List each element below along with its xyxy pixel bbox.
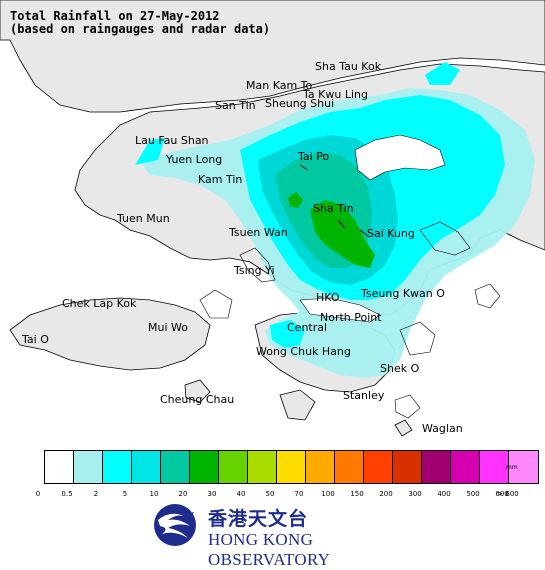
place-central: Central xyxy=(287,321,328,334)
coast-line-5 xyxy=(394,394,421,419)
coast-line-6 xyxy=(474,283,501,309)
coast-line-1 xyxy=(239,247,276,283)
shenzhen-land xyxy=(0,0,545,113)
cheung-chau xyxy=(184,379,211,403)
legend-tick-label: 500 xyxy=(466,490,480,498)
legend-tick-label: 40 xyxy=(236,490,246,498)
place-tuen-mun: Tuen Mun xyxy=(117,212,170,225)
legend-swatch xyxy=(132,451,161,483)
place-sheung-shui: Sheung Shui xyxy=(265,97,335,110)
place-waglan: Waglan xyxy=(422,422,463,435)
place-tsuen-wan: Tsuen Wan xyxy=(229,226,288,239)
legend-swatch xyxy=(335,451,364,483)
rain-zone-hk-island xyxy=(270,320,305,348)
hko-logo: 香港天文台 HONG KONG OBSERVATORY xyxy=(150,500,410,569)
legend-tick-label: 50 xyxy=(265,490,275,498)
place-sai-kung: Sai Kung xyxy=(367,227,415,240)
legend-unit: mm xyxy=(506,464,518,471)
station-sai-kung-tick xyxy=(359,229,369,237)
coast-line-4 xyxy=(399,321,436,356)
legend-swatch xyxy=(422,451,451,483)
place-mui-wo: Mui Wo xyxy=(148,321,188,334)
waglan-islets xyxy=(394,419,413,437)
place-north-point: North Point xyxy=(320,311,382,324)
legend-swatch xyxy=(74,451,103,483)
rain-zone-20 xyxy=(310,200,375,268)
place-stanley: Stanley xyxy=(343,389,385,402)
rain-zone-20-b xyxy=(288,192,303,208)
legend-swatch xyxy=(393,451,422,483)
legend-swatch xyxy=(103,451,132,483)
legend-swatch xyxy=(509,451,538,483)
rainfall-map: Total Rainfall on 27-May-2012 (based on … xyxy=(0,0,545,440)
legend-tick-label: 0.5 xyxy=(61,490,73,498)
place-sha-tin: Sha Tin xyxy=(313,202,354,215)
legend-tick-label: 20 xyxy=(178,490,188,498)
legend-swatch xyxy=(480,451,509,483)
legend-swatch xyxy=(190,451,219,483)
map-title-line1: Total Rainfall on 27-May-2012 xyxy=(10,9,220,23)
place-yuen-long: Yuen Long xyxy=(166,153,223,166)
station-sha-tin-tick xyxy=(337,219,346,229)
place-tai-o: Tai O xyxy=(22,333,49,346)
legend-swatch xyxy=(248,451,277,483)
legend-swatch xyxy=(277,451,306,483)
place-tsing-yi: Tsing Yi xyxy=(234,264,275,277)
place-tseung-kwan-o: Tseung Kwan O xyxy=(361,287,445,300)
place-cheung-chau: Cheung Chau xyxy=(160,393,235,406)
tolo-harbour xyxy=(354,134,446,181)
legend-swatch xyxy=(161,451,190,483)
place-chek-lap-kok: Chek Lap Kok xyxy=(62,297,137,310)
rain-zone-sha-tau-kok xyxy=(425,62,460,85)
legend-tick-label: 100 xyxy=(321,490,335,498)
coast-line-3 xyxy=(199,289,233,319)
rainfall-map-graphic xyxy=(0,0,545,440)
org-name-en: HONG KONG OBSERVATORY xyxy=(208,530,331,569)
victoria-harbour xyxy=(299,297,381,323)
legend-tick-label: 400 xyxy=(437,490,451,498)
place-shek-o: Shek O xyxy=(380,362,420,375)
place-lau-fau-shan: Lau Fau Shan xyxy=(135,134,209,147)
rainfall-legend xyxy=(44,450,539,484)
legend-swatch xyxy=(219,451,248,483)
map-title-line2: (based on raingauges and radar data) xyxy=(10,22,271,36)
legend-tick-label: 200 xyxy=(379,490,393,498)
legend-swatch xyxy=(306,451,335,483)
legend-tick-label: > 600 xyxy=(497,490,519,498)
legend-tick-label: 150 xyxy=(350,490,364,498)
legend-tick-label: 30 xyxy=(207,490,217,498)
place-sha-tau-kok: Sha Tau Kok xyxy=(315,60,382,73)
lantau-island xyxy=(9,297,211,371)
place-tai-po: Tai Po xyxy=(298,150,330,163)
place-man-kam-to: Man Kam To xyxy=(246,79,313,92)
legend-swatch xyxy=(364,451,393,483)
coast-line-2 xyxy=(419,221,471,256)
rain-zone-lau-fau-shan xyxy=(135,138,165,165)
hko-emblem-icon xyxy=(154,504,196,546)
org-name-zh: 香港天文台 xyxy=(208,508,309,530)
legend-tick-label: 10 xyxy=(149,490,159,498)
legend-tick-label: 70 xyxy=(294,490,304,498)
legend-swatch xyxy=(451,451,480,483)
place-san-tin: San Tin xyxy=(215,99,256,112)
legend-tick-label: 0 xyxy=(35,490,41,498)
legend-tick-label: 300 xyxy=(408,490,422,498)
lamma-island xyxy=(279,389,316,421)
legend-tick-label: 5 xyxy=(122,490,128,498)
place-kam-tin: Kam Tin xyxy=(198,173,243,186)
place-hko: HKO xyxy=(316,291,340,304)
legend-swatch xyxy=(45,451,74,483)
place-wong-chuk-hang: Wong Chuk Hang xyxy=(256,345,351,358)
legend-tick-label: 2 xyxy=(93,490,99,498)
legend-tick-label: 600 xyxy=(495,490,509,498)
place-ta-kwu-ling: Ta Kwu Ling xyxy=(303,88,368,101)
station-tai-po-tick xyxy=(299,164,309,171)
